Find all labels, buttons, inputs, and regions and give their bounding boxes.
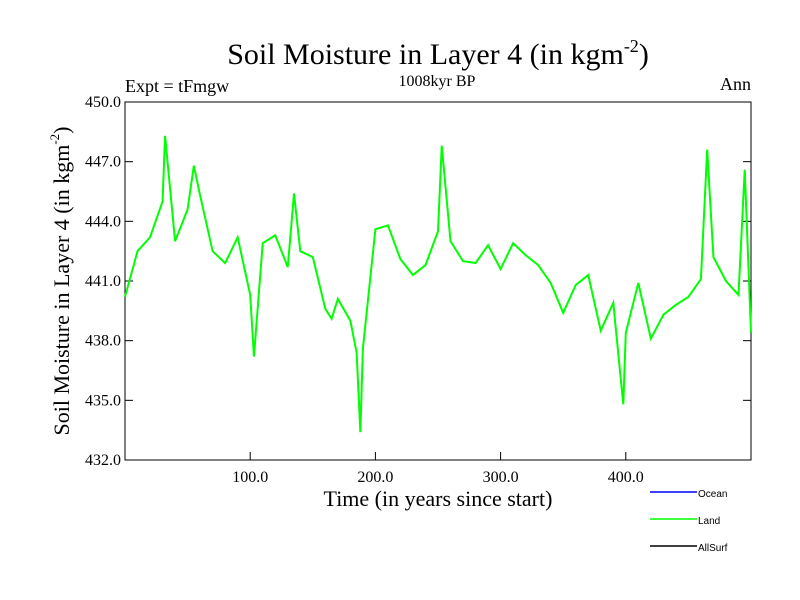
legend-land-label: Land — [698, 516, 720, 527]
legend-ocean-label: Ocean — [698, 489, 727, 500]
y-axis-label: Soil Moisture in Layer 4 (in kgm-2) — [47, 126, 74, 435]
y-tick-label: 432.0 — [85, 452, 121, 469]
axis-ticks: 100.0 200.0 300.0 400.0 432.0 435.0 438.0 441.0… — [85, 94, 751, 486]
y-tick-label: 435.0 — [85, 392, 121, 409]
y-tick-label: 441.0 — [85, 273, 121, 290]
x-axis-label: Time (in years since start) — [324, 486, 553, 511]
plot-frame — [124, 101, 752, 461]
y-tick-label: 444.0 — [85, 213, 121, 230]
legend: Ocean Land AllSurf — [650, 489, 728, 554]
right-label: Ann — [720, 74, 751, 94]
left-label: Expt = tFmgw — [125, 76, 229, 96]
x-tick-label: 400.0 — [608, 469, 644, 486]
y-tick-label: 447.0 — [85, 154, 121, 171]
y-tick-label: 450.0 — [85, 94, 121, 111]
land-series-line — [124, 135, 752, 433]
x-tick-label: 200.0 — [357, 469, 393, 486]
x-tick-label: 300.0 — [483, 469, 519, 486]
x-tick-label: 100.0 — [232, 469, 268, 486]
subtitle: 1008kyr BP — [399, 73, 476, 90]
chart-title: Soil Moisture in Layer 4 (in kgm-2) — [227, 36, 649, 71]
legend-allsurf-label: AllSurf — [698, 543, 728, 554]
y-tick-label: 438.0 — [85, 333, 121, 350]
